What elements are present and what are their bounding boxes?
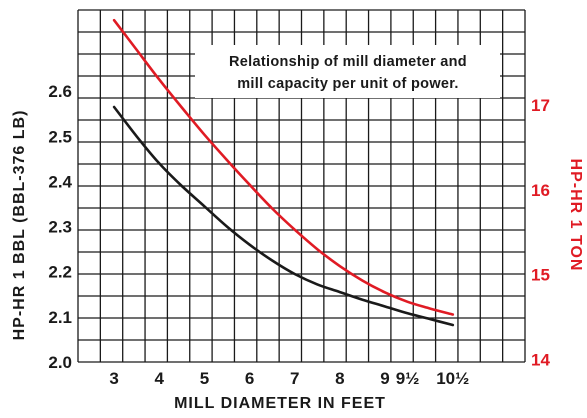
x-tick-label: 9 <box>380 369 389 388</box>
x-tick-label: 6 <box>245 369 254 388</box>
x-tick-label: 7 <box>290 369 299 388</box>
annotation-box <box>195 45 500 98</box>
annotation-line-2: mill capacity per unit of power. <box>237 76 459 92</box>
y-left-tick-label: 2.1 <box>48 308 72 327</box>
y-left-tick-label: 2.0 <box>48 353 72 372</box>
x-axis-title: MILL DIAMETER IN FEET <box>174 395 386 412</box>
y-right-tick-label: 15 <box>531 266 550 285</box>
x-tick-label: 9½ <box>396 369 420 388</box>
y-right-tick-label: 16 <box>531 181 550 200</box>
y-axis-right-title: HP-HR 1 TON <box>567 159 584 272</box>
y-left-tick-label: 2.4 <box>48 172 72 191</box>
x-tick-label: 4 <box>155 369 165 388</box>
y-right-tick-label: 17 <box>531 96 550 115</box>
series-line-right-axis <box>112 18 455 316</box>
y-left-tick-label: 2.6 <box>48 82 72 101</box>
y-right-tick-label: 14 <box>531 350 550 369</box>
y-left-tick-label: 2.3 <box>48 218 72 237</box>
x-tick-label: 10½ <box>436 369 469 388</box>
y-axis-left-title: HP-HR 1 BBL (BBL-376 LB) <box>11 110 28 341</box>
y-left-tick-label: 2.5 <box>48 127 72 146</box>
series-layer <box>112 18 455 327</box>
y-left-tick-label: 2.2 <box>48 263 72 282</box>
x-tick-label: 5 <box>200 369 209 388</box>
series-line-left-axis <box>112 105 455 327</box>
x-tick-label: 3 <box>109 369 118 388</box>
tick-labels: 2.0 2.1 2.2 2.3 2.4 2.5 2.6 14 15 16 17 3 4 5 6 7 8 9 9½ 10… <box>48 82 550 388</box>
annotation-line-1: Relationship of mill diameter and <box>229 54 467 70</box>
x-tick-label: 8 <box>335 369 344 388</box>
